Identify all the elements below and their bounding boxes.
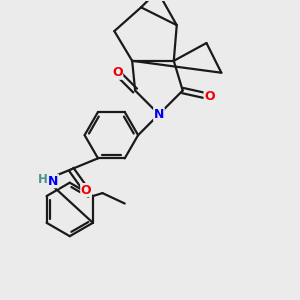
- Text: O: O: [112, 66, 123, 79]
- Text: N: N: [48, 175, 59, 188]
- Text: O: O: [204, 90, 215, 103]
- Text: H: H: [38, 173, 47, 186]
- Text: N: N: [154, 108, 164, 121]
- Text: O: O: [81, 184, 92, 196]
